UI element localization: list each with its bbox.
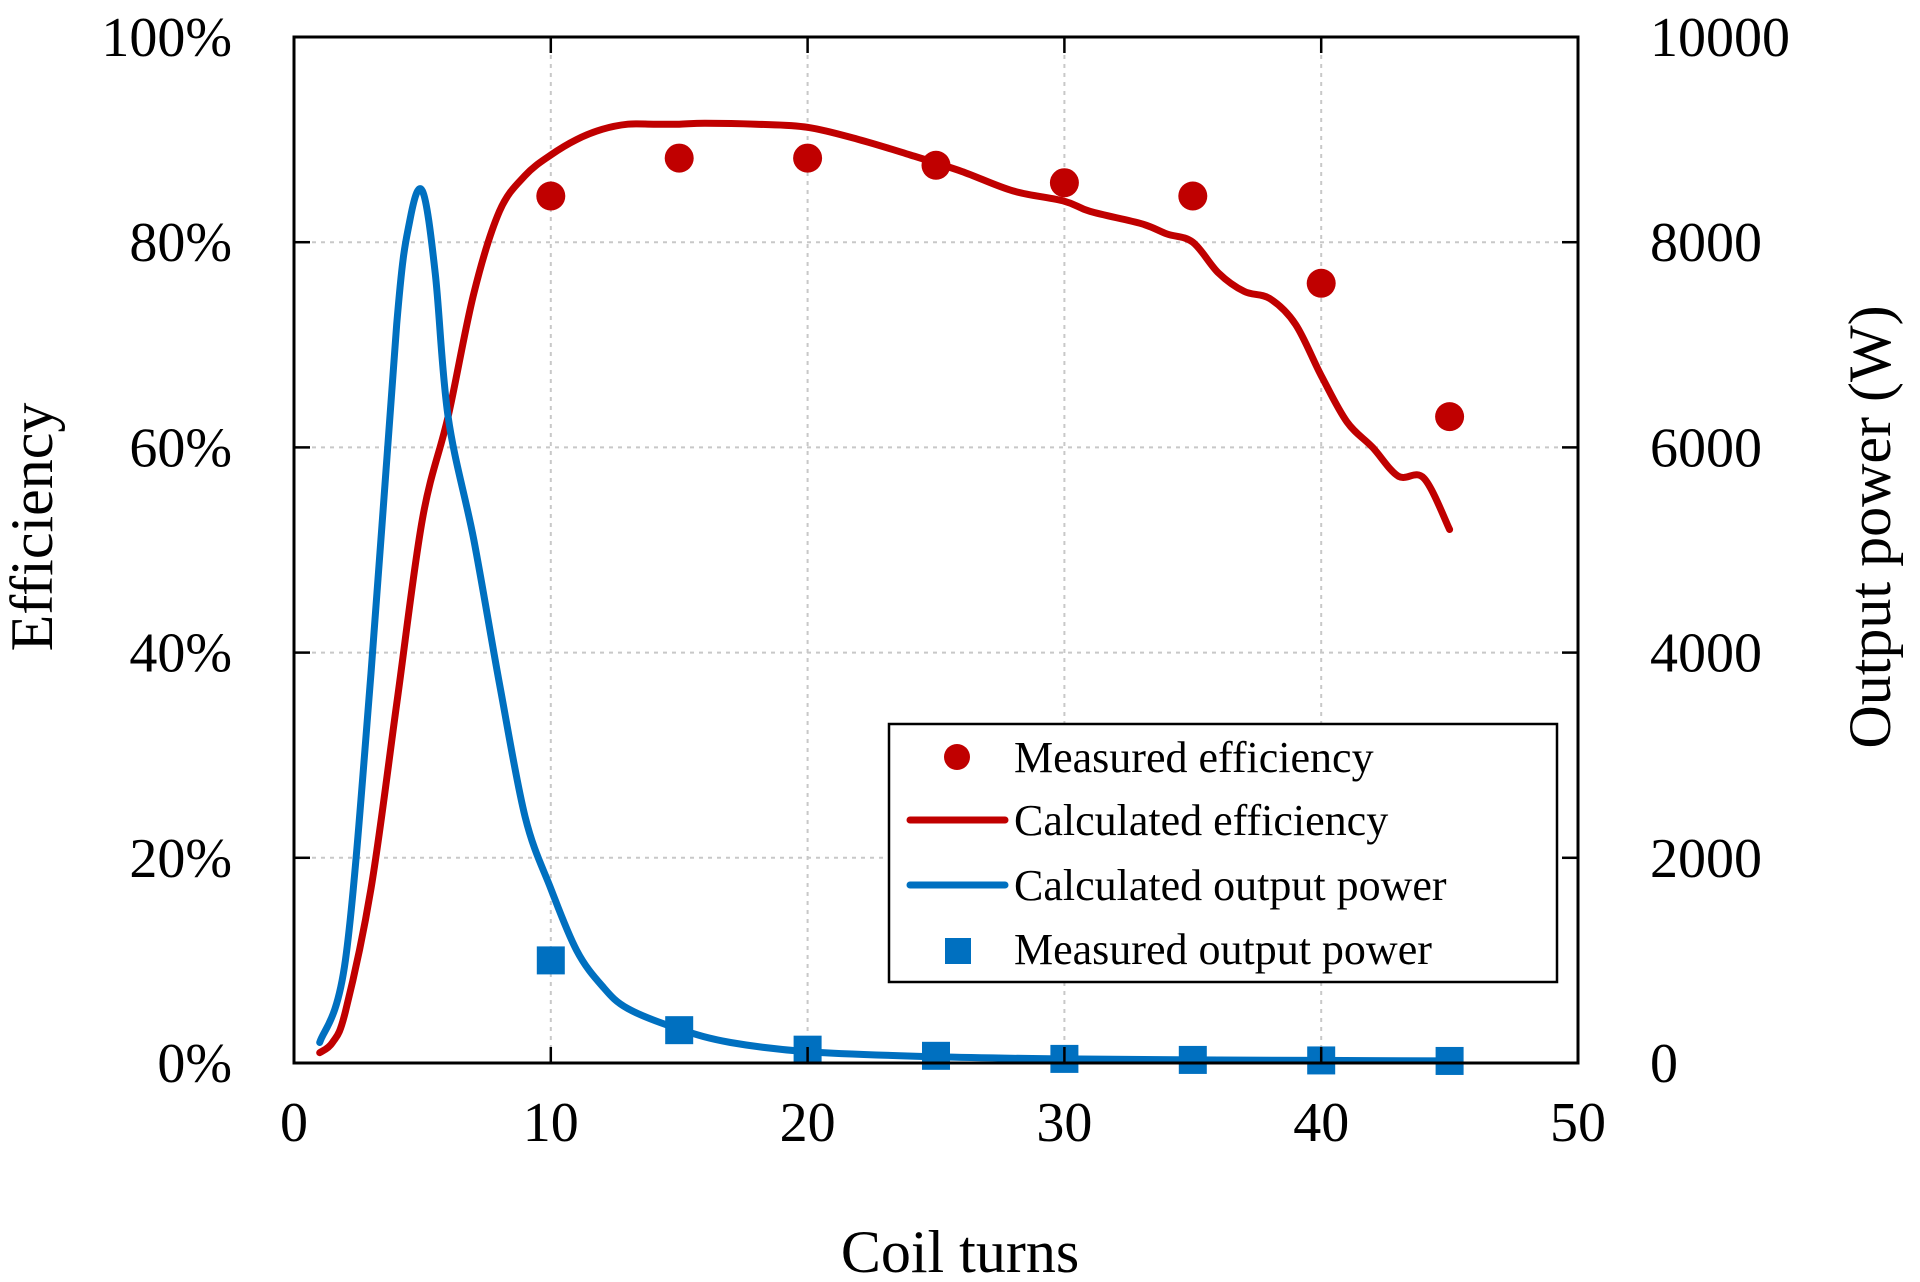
y-right-tick-label: 2000 (1650, 828, 1762, 890)
point-measured-efficiency (664, 143, 694, 173)
point-measured-efficiency (793, 143, 823, 173)
point-measured-efficiency (1049, 168, 1079, 198)
point-measured-efficiency (921, 150, 951, 180)
y-left-tick-label: 60% (129, 417, 232, 479)
point-measured-efficiency (536, 181, 566, 211)
plot-frame (292, 35, 1580, 1065)
y-right-tick-label: 10000 (1650, 7, 1790, 69)
legend: Measured efficiency Calculated efficienc… (887, 722, 1559, 984)
legend-label-measured-efficiency: Measured efficiency (1014, 733, 1374, 782)
point-measured-output-power (665, 1016, 694, 1045)
y-left-tick-label: 40% (129, 623, 232, 685)
y-axis-left-title: Efficiency (0, 403, 65, 652)
plot-series (316, 119, 1465, 1075)
y-right-tick-label: 8000 (1650, 212, 1762, 274)
point-measured-efficiency (1306, 268, 1336, 298)
series-line-calculated-efficiency (316, 119, 1454, 1057)
y-axis-right-title: Output power (W) (1837, 305, 1903, 748)
legend-label-calculated-efficiency: Calculated efficiency (1014, 796, 1388, 845)
legend-marker-measured-output-power (945, 938, 971, 964)
x-tick-label: 20 (780, 1092, 836, 1154)
point-measured-output-power (1178, 1045, 1207, 1074)
point-measured-efficiency (1435, 402, 1465, 432)
y-right-tick-label: 0 (1650, 1033, 1678, 1095)
point-measured-efficiency (1178, 181, 1208, 211)
x-tick-label: 0 (280, 1092, 308, 1154)
legend-marker-measured-efficiency (944, 744, 970, 770)
x-tick-label: 40 (1293, 1092, 1349, 1154)
y-right-tick-label: 6000 (1650, 417, 1762, 479)
x-tick-label: 30 (1036, 1092, 1092, 1154)
series-line-calculated-output-power (316, 185, 1454, 1065)
point-measured-output-power (922, 1041, 950, 1070)
legend-label-measured-output-power: Measured output power (1014, 925, 1432, 974)
y-left-tick-label: 0% (157, 1033, 232, 1095)
axis-ticks (292, 35, 1580, 1065)
point-measured-output-power (1435, 1046, 1464, 1075)
y-left-tick-label: 80% (129, 212, 232, 274)
tick-labels: 0 10 20 30 40 50 0% 20% 40% 60% 80% 100% 0 2000 4000 60… (101, 7, 1790, 1154)
x-tick-label: 10 (523, 1092, 579, 1154)
legend-label-calculated-output-power: Calculated output power (1014, 861, 1447, 910)
y-left-tick-label: 20% (129, 828, 232, 890)
legend-box (887, 722, 1559, 984)
x-tick-label: 50 (1550, 1092, 1606, 1154)
point-measured-output-power (536, 946, 565, 975)
y-right-tick-label: 4000 (1650, 623, 1762, 685)
y-left-tick-label: 100% (101, 7, 232, 69)
x-axis-title: Coil turns (841, 1219, 1079, 1282)
